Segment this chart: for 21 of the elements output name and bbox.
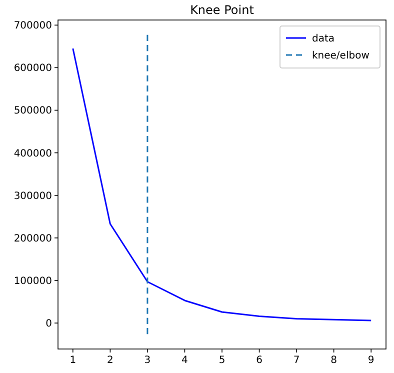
y-tick-label: 200000	[14, 233, 52, 244]
y-tick-label: 300000	[14, 190, 52, 202]
x-tick-label: 6	[256, 355, 262, 366]
x-tick-label: 1	[70, 355, 76, 366]
x-tick-label: 3	[144, 355, 151, 366]
x-tick-label: 7	[293, 355, 300, 366]
chart-title: Knee Point	[190, 3, 254, 17]
x-tick-label: 9	[368, 355, 374, 366]
y-tick-label: 400000	[14, 148, 52, 160]
legend-label: knee/elbow	[312, 50, 370, 62]
x-tick-label: 4	[182, 355, 188, 366]
y-tick-label: 600000	[14, 63, 52, 74]
y-tick-label: 0	[46, 318, 52, 330]
y-tick-label: 100000	[14, 276, 52, 287]
y-tick-label: 500000	[14, 106, 52, 117]
legend-label: data	[312, 34, 335, 44]
x-tick-label: 5	[218, 355, 226, 366]
x-tick-label: 2	[106, 355, 114, 366]
y-tick-label: 700000	[14, 20, 52, 32]
line-series	[72, 48, 372, 322]
x-tick-label: 8	[330, 355, 338, 366]
